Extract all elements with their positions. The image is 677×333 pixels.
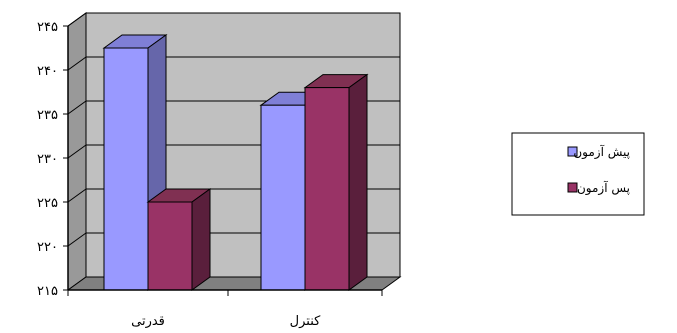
y-tick-label: ۲۴۰ — [37, 64, 58, 79]
bar-side — [191, 188, 211, 291]
x-category-label: کنترل — [290, 314, 321, 329]
legend-label: پیش آزمون — [573, 144, 630, 160]
gridline-side — [67, 100, 87, 115]
legend — [511, 132, 645, 216]
bar — [303, 73, 369, 291]
bar-side — [348, 73, 368, 291]
y-tick-label: ۲۲۵ — [37, 196, 58, 211]
x-category-label: قدرتی — [131, 314, 165, 329]
gridline-side — [67, 12, 87, 27]
bar-front — [147, 201, 193, 291]
legend-swatch — [567, 146, 578, 157]
bar — [146, 188, 212, 291]
legend-label: پس آزمون — [577, 180, 630, 196]
bar-front — [260, 104, 306, 291]
y-tick-label: ۲۱۵ — [37, 284, 58, 299]
y-tick-label: ۲۳۰ — [37, 152, 58, 167]
gridline-side — [67, 188, 87, 203]
gridline-side — [67, 232, 87, 247]
bar-front — [103, 47, 149, 291]
y-tick-label: ۲۴۵ — [37, 20, 58, 35]
gridline-side — [67, 56, 87, 71]
legend-swatch — [567, 182, 578, 193]
y-tick-label: ۲۳۵ — [37, 108, 58, 123]
gridline-side — [67, 144, 87, 159]
bar-front — [304, 87, 350, 291]
y-tick-label: ۲۲۰ — [37, 240, 58, 255]
